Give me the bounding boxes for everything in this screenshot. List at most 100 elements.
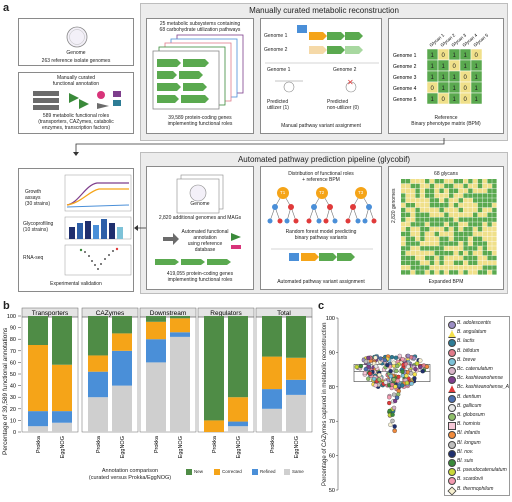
expanded-bpm-cell xyxy=(453,222,459,227)
expanded-bpm-cell xyxy=(429,188,435,193)
expanded-bpm-cell xyxy=(463,227,468,232)
expanded-bpm-cell xyxy=(410,236,415,241)
expanded-bpm-cell xyxy=(487,198,492,203)
expanded-bpm-cell xyxy=(473,260,478,265)
expanded-bpm-cell xyxy=(401,222,406,227)
expanded-bpm-cell xyxy=(468,183,473,189)
distribution-2: + reference BPM xyxy=(302,177,340,183)
glycans-68-label: 68 glycans xyxy=(434,171,458,177)
expanded-bpm-cell xyxy=(439,251,444,256)
data-point xyxy=(387,400,392,406)
expanded-bpm-cell xyxy=(463,183,468,189)
expanded-bpm-cell xyxy=(429,198,435,203)
panel-letter-c: c xyxy=(318,300,325,312)
expanded-bpm-cell xyxy=(463,231,468,237)
species-legend-item: B. pseudocatenulatum xyxy=(448,467,510,477)
expanded-bpm-cell xyxy=(444,203,449,208)
data-point xyxy=(367,371,373,376)
expanded-bpm-cell xyxy=(434,241,439,246)
species-legend-item: B. lactis xyxy=(448,338,510,348)
data-point xyxy=(373,355,378,360)
expanded-bpm-cell xyxy=(444,227,449,232)
bpm-cell-value: 1 xyxy=(431,53,435,59)
variant-genome2-label: Genome 2 xyxy=(264,47,288,53)
expanded-bpm-cell xyxy=(415,227,420,232)
glyco-line1: Glycoprofiling xyxy=(23,221,54,227)
expanded-bpm-cell xyxy=(487,241,492,246)
expanded-bpm-cell xyxy=(429,193,435,198)
expanded-bpm-cell xyxy=(468,231,473,237)
expanded-bpm-cell xyxy=(425,270,430,275)
y-tick-label: 50 xyxy=(329,488,335,494)
roles-line2: (transporters, CAZymes, catabolic xyxy=(38,119,114,125)
bpm-cell-value: 1 xyxy=(453,86,457,92)
bpm-row-label: Genome 2 xyxy=(393,64,417,70)
bar-segment xyxy=(112,316,132,334)
panel-letter-b: b xyxy=(3,300,10,312)
expanded-bpm-cell xyxy=(449,227,454,232)
expanded-bpm-cell xyxy=(444,193,449,198)
expanded-bpm-cell xyxy=(492,198,497,203)
expanded-bpm-cell xyxy=(401,260,406,265)
bpm-cell-value: 1 xyxy=(475,97,479,103)
data-point xyxy=(404,380,410,386)
species-legend-label: B. adolescentis xyxy=(457,320,491,326)
expanded-bpm-cell xyxy=(492,260,497,265)
expanded-bpm-cell xyxy=(477,227,483,232)
legend-same: Same xyxy=(292,469,304,474)
expanded-bpm-cell xyxy=(458,260,463,265)
tree-label-t3: T3 xyxy=(358,190,364,195)
expanded-bpm-cell xyxy=(439,212,444,217)
expanded-bpm-cell xyxy=(468,217,473,222)
bpm-cell xyxy=(470,92,483,105)
chart-b-xlabel-1: Annotation comparison xyxy=(101,468,159,474)
bar-segment xyxy=(146,339,166,363)
y-tick-label: 70 xyxy=(10,349,16,355)
expanded-bpm-cell xyxy=(453,193,459,198)
x-tick-label: EggNOG xyxy=(60,436,66,458)
expanded-bpm-cell xyxy=(439,241,444,246)
expanded-bpm-cell xyxy=(482,246,487,251)
expanded-bpm-cell xyxy=(458,212,463,217)
expanded-bpm-cell xyxy=(425,246,430,251)
expanded-bpm-cell xyxy=(453,241,459,246)
expanded-bpm-cell xyxy=(473,251,478,256)
expanded-bpm-cell xyxy=(453,203,459,208)
species-marker-icon xyxy=(448,440,456,449)
expanded-bpm-cell xyxy=(463,193,468,198)
species-legend-item: Bc. kashiwanohense xyxy=(448,375,510,385)
panel-letter-a: a xyxy=(3,2,10,14)
expanded-bpm-cell xyxy=(468,179,473,184)
auto-genes-1: 419,055 protein-coding genes xyxy=(166,271,234,277)
expanded-bpm-cell xyxy=(453,255,459,261)
expanded-bpm-cell xyxy=(449,188,454,193)
expanded-bpm-cell xyxy=(439,246,444,251)
expanded-bpm-cell xyxy=(458,183,463,189)
data-point xyxy=(388,373,394,379)
tree-label-t1: T1 xyxy=(280,190,286,195)
expanded-bpm-cell xyxy=(434,270,439,275)
expanded-bpm-cell xyxy=(487,246,492,251)
expanded-bpm-cell xyxy=(468,227,473,232)
expanded-bpm-cell xyxy=(482,260,487,265)
species-legend-label: B. globosum xyxy=(457,412,485,418)
expanded-bpm-cell xyxy=(420,255,425,261)
expanded-bpm-cell xyxy=(401,198,406,203)
expanded-bpm-cell xyxy=(401,183,406,189)
expanded-bpm-cell xyxy=(444,265,449,270)
data-point xyxy=(362,370,368,376)
expanded-bpm-cell xyxy=(439,255,444,261)
expanded-bpm-cell xyxy=(473,265,478,270)
expanded-bpm-cell xyxy=(492,188,497,193)
expanded-bpm-cell xyxy=(415,265,420,270)
expanded-bpm-caption: Expanded BPM xyxy=(428,279,464,285)
expanded-bpm-cell xyxy=(468,251,473,256)
cazyme-capture-chart: 50 60 70 80 90 100 xyxy=(326,316,431,494)
expanded-bpm-cell xyxy=(425,241,430,246)
expanded-bpm-cell xyxy=(453,260,459,265)
expanded-bpm-cell xyxy=(482,251,487,256)
expanded-bpm-cell xyxy=(415,188,420,193)
rf-text-1: Random forest model predicting xyxy=(285,229,357,235)
expanded-bpm-cell xyxy=(429,217,435,222)
expanded-bpm-cell xyxy=(425,203,430,208)
